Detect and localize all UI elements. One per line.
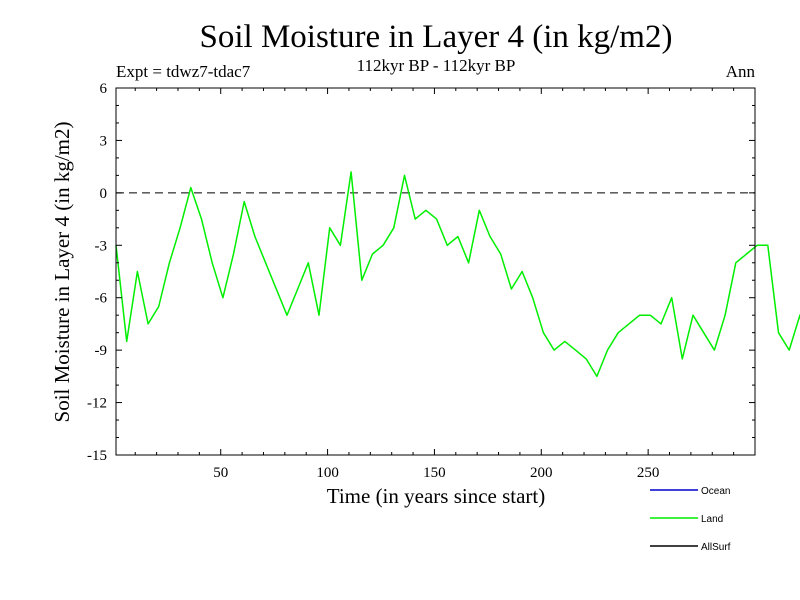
x-axis-label: Time (in years since start): [327, 484, 546, 508]
y-axis-label: Soil Moisture in Layer 4 (in kg/m2): [50, 122, 74, 423]
x-tick-label: 200: [530, 465, 553, 481]
period-label: Ann: [726, 62, 756, 81]
y-tick-label: 3: [100, 133, 108, 149]
legend-label-allsurf: AllSurf: [701, 542, 731, 553]
y-tick-label: -6: [95, 291, 108, 307]
axis-ticks: 6 3 0 -3 -6 -9 -12 -15 50 100 150 200 250: [87, 81, 755, 481]
y-tick-label: -3: [95, 238, 108, 254]
x-tick-label: 100: [316, 465, 339, 481]
x-tick-label: 150: [423, 465, 446, 481]
chart-subtitle: 112kyr BP - 112kyr BP: [357, 56, 516, 75]
plot-area: [115, 171, 800, 378]
y-tick-label: -12: [87, 396, 107, 412]
x-tick-label: 250: [637, 465, 660, 481]
plot-frame: [115, 87, 756, 456]
experiment-label: Expt = tdwz7-tdac7: [116, 62, 251, 81]
series-line-land: [115, 171, 800, 378]
y-tick-label: 6: [100, 81, 108, 97]
y-tick-label: -15: [87, 448, 107, 464]
legend-label-land: Land: [701, 514, 723, 525]
x-tick-label: 50: [213, 465, 228, 481]
legend-label-ocean: Ocean: [701, 486, 730, 497]
y-tick-label: 0: [100, 186, 108, 202]
legend: Ocean Land AllSurf: [650, 486, 731, 553]
y-tick-label: -9: [95, 343, 108, 359]
chart-title: Soil Moisture in Layer 4 (in kg/m2): [200, 19, 673, 55]
